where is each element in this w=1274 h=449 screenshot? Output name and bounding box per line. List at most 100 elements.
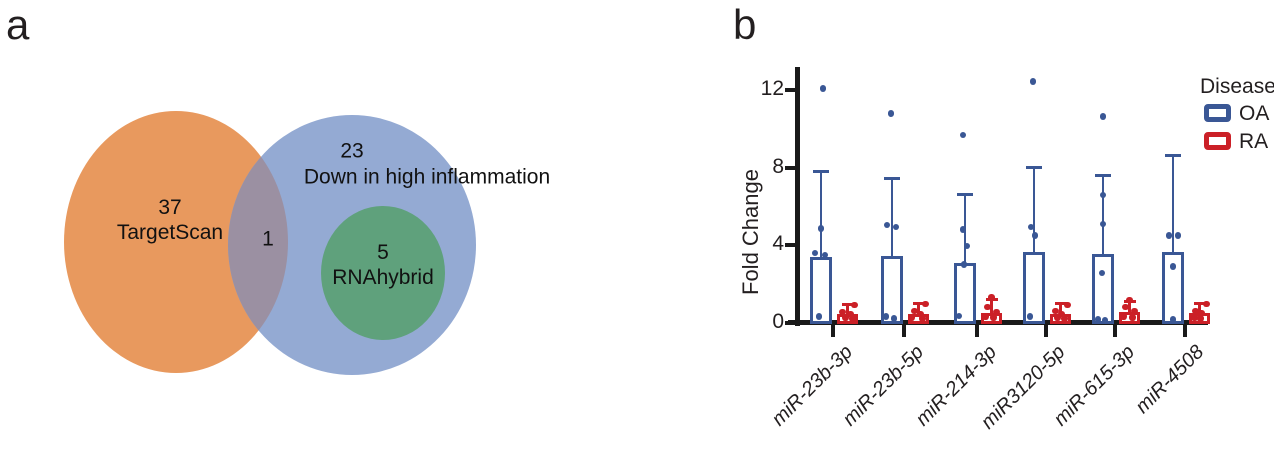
ra-data-point bbox=[993, 308, 1000, 316]
ra-data-point bbox=[922, 300, 929, 308]
oa-data-point bbox=[819, 85, 827, 92]
oa-data-point bbox=[1098, 269, 1106, 277]
ra-error-line bbox=[990, 299, 993, 313]
venn-circle-rnahybrid bbox=[321, 206, 445, 340]
x-tick bbox=[831, 325, 835, 337]
oa-data-point bbox=[817, 225, 825, 232]
x-category-label: miR-4508 bbox=[1131, 341, 1209, 418]
legend-swatch-ra-icon bbox=[1204, 132, 1231, 150]
ra-data-point bbox=[919, 315, 926, 322]
oa-error-line bbox=[890, 178, 894, 256]
oa-data-point bbox=[890, 315, 898, 322]
oa-data-point bbox=[960, 261, 968, 268]
ra-error-line bbox=[1059, 303, 1062, 314]
oa-error-cap bbox=[813, 170, 829, 174]
ra-data-point bbox=[1126, 297, 1133, 304]
ra-data-point bbox=[908, 314, 915, 321]
oa-bar bbox=[810, 256, 832, 324]
oa-data-point bbox=[1099, 113, 1107, 120]
ra-error-line bbox=[1128, 301, 1131, 312]
ra-data-point bbox=[1192, 307, 1199, 315]
y-axis-title: Fold Change bbox=[738, 169, 763, 295]
ra-data-point bbox=[1058, 310, 1065, 317]
venn-circle-targetscan bbox=[64, 111, 288, 373]
venn-label-targetscan: 37 TargetScan bbox=[117, 196, 223, 246]
y-tick bbox=[785, 243, 795, 248]
y-tick bbox=[785, 320, 795, 325]
oa-data-point bbox=[1099, 191, 1107, 198]
x-tick bbox=[1044, 325, 1048, 337]
x-tick bbox=[902, 325, 906, 337]
x-tick bbox=[1183, 325, 1187, 337]
ra-data-point bbox=[984, 303, 991, 311]
y-axis-line bbox=[795, 67, 800, 326]
panel-a-label: a bbox=[6, 1, 30, 48]
oa-data-point bbox=[882, 313, 890, 320]
oa-data-point bbox=[1169, 316, 1177, 323]
oa-data-point bbox=[1027, 223, 1035, 230]
y-tick-label: 8 bbox=[772, 154, 784, 178]
legend-swatch-oa-icon bbox=[1204, 104, 1231, 122]
ra-data-point bbox=[1061, 315, 1068, 322]
ra-data-point bbox=[1122, 303, 1129, 311]
oa-data-point bbox=[1169, 263, 1177, 270]
y-tick-label: 12 bbox=[760, 77, 784, 101]
oa-data-point bbox=[1026, 313, 1034, 320]
oa-error-line bbox=[1171, 155, 1175, 252]
venn-overlap-count: 1 bbox=[262, 227, 274, 251]
ra-data-point bbox=[851, 301, 858, 309]
oa-data-point bbox=[959, 226, 967, 233]
ra-error-cap bbox=[912, 301, 925, 305]
oa-error-line bbox=[819, 171, 823, 257]
venn-count-rnahybrid: 5 bbox=[377, 241, 389, 265]
y-tick-label: 4 bbox=[772, 232, 784, 256]
ra-data-point bbox=[1054, 314, 1061, 321]
venn-count-targetscan: 37 bbox=[158, 196, 182, 220]
ra-data-point bbox=[1052, 307, 1059, 315]
ra-error-cap bbox=[1054, 301, 1067, 305]
oa-data-point bbox=[1094, 316, 1102, 323]
panel-b-label: b bbox=[733, 1, 757, 48]
y-tick bbox=[785, 165, 795, 170]
ra-data-point bbox=[911, 307, 918, 315]
ra-error-cap bbox=[1193, 301, 1206, 305]
x-tick bbox=[1113, 325, 1117, 337]
ra-error-line bbox=[1198, 303, 1201, 314]
oa-error-cap bbox=[1095, 173, 1111, 177]
ra-data-point bbox=[1197, 315, 1204, 322]
oa-data-point bbox=[811, 249, 819, 257]
ra-data-point bbox=[917, 310, 924, 317]
venn-label-rnahybrid: 5 RNAhybrid bbox=[332, 241, 434, 291]
oa-error-line bbox=[1032, 167, 1036, 252]
oa-error-cap bbox=[1165, 153, 1181, 157]
oa-error-line bbox=[1101, 175, 1105, 254]
oa-data-point bbox=[1165, 232, 1173, 239]
oa-data-point bbox=[1099, 220, 1107, 227]
oa-bar bbox=[1092, 253, 1114, 324]
venn-name-targetscan: TargetScan bbox=[116, 221, 224, 244]
ra-data-point bbox=[1131, 307, 1138, 315]
oa-error-cap bbox=[1026, 166, 1042, 170]
ra-data-point bbox=[1198, 309, 1205, 317]
oa-data-point bbox=[887, 110, 895, 117]
legend-label-oa: OA bbox=[1239, 102, 1270, 125]
ra-data-point bbox=[1064, 301, 1071, 309]
oa-data-point bbox=[815, 313, 823, 320]
y-tick-label: 0 bbox=[772, 309, 784, 333]
ra-data-point bbox=[1203, 300, 1210, 308]
oa-bar bbox=[1023, 251, 1045, 324]
oa-data-point bbox=[883, 221, 891, 228]
venn-name-inflammation: Down in high inflammation bbox=[303, 165, 551, 189]
ra-data-point bbox=[1120, 313, 1127, 320]
oa-error-cap bbox=[957, 193, 973, 197]
oa-error-cap bbox=[884, 176, 900, 180]
venn-count-inflammation: 23 bbox=[340, 139, 364, 163]
y-tick bbox=[785, 88, 795, 93]
legend-label-ra: RA bbox=[1239, 130, 1269, 153]
ra-data-point bbox=[988, 294, 995, 301]
ra-error-cap bbox=[841, 302, 854, 306]
ra-data-point bbox=[990, 314, 997, 321]
oa-data-point bbox=[963, 242, 971, 250]
venn-diagram bbox=[64, 111, 476, 375]
